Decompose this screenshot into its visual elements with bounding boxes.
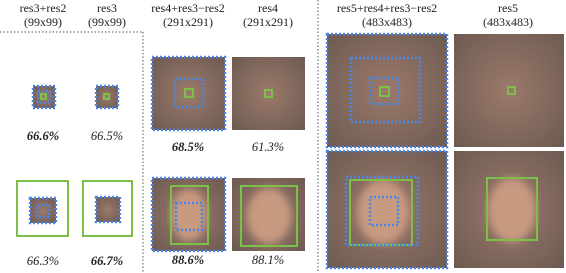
image-panel [17,86,132,236]
column-size: (291x291) [243,15,293,29]
column-title: res4+res3−res2 [151,1,225,15]
shape [96,197,120,222]
column-size: (483x483) [362,15,412,29]
accuracy: 88.1% [252,253,284,267]
column-title: res5+res4+res3−res2 [337,1,437,15]
accuracy: 88.6% [172,253,204,267]
column-title: res3+res2 [20,1,67,15]
shape [357,180,409,244]
column-size: (483x483) [483,15,533,29]
column-title: res3 [97,1,117,15]
accuracy: 61.3% [252,140,284,154]
accuracy: 66.3% [27,254,59,268]
accuracy: 66.6% [27,129,59,143]
column-size: (291x291) [163,15,213,29]
column-title: res5 [498,1,518,15]
shape [152,57,225,130]
shape [232,57,305,130]
shape [327,34,447,147]
shape [488,178,536,242]
accuracy: 68.5% [172,140,204,154]
shape [247,188,291,244]
accuracy: 66.7% [91,254,123,268]
accuracy: 66.5% [91,129,123,143]
column-title: res4 [258,1,278,15]
column-size: (99x99) [24,15,62,29]
shape [33,86,55,108]
figure: res3+res2(99x99)res3(99x99)res4+res3−res… [0,0,566,273]
shape [96,86,118,108]
shape [30,198,56,223]
column-size: (99x99) [88,15,126,29]
image-panel [152,57,305,251]
image-panel [327,34,564,268]
